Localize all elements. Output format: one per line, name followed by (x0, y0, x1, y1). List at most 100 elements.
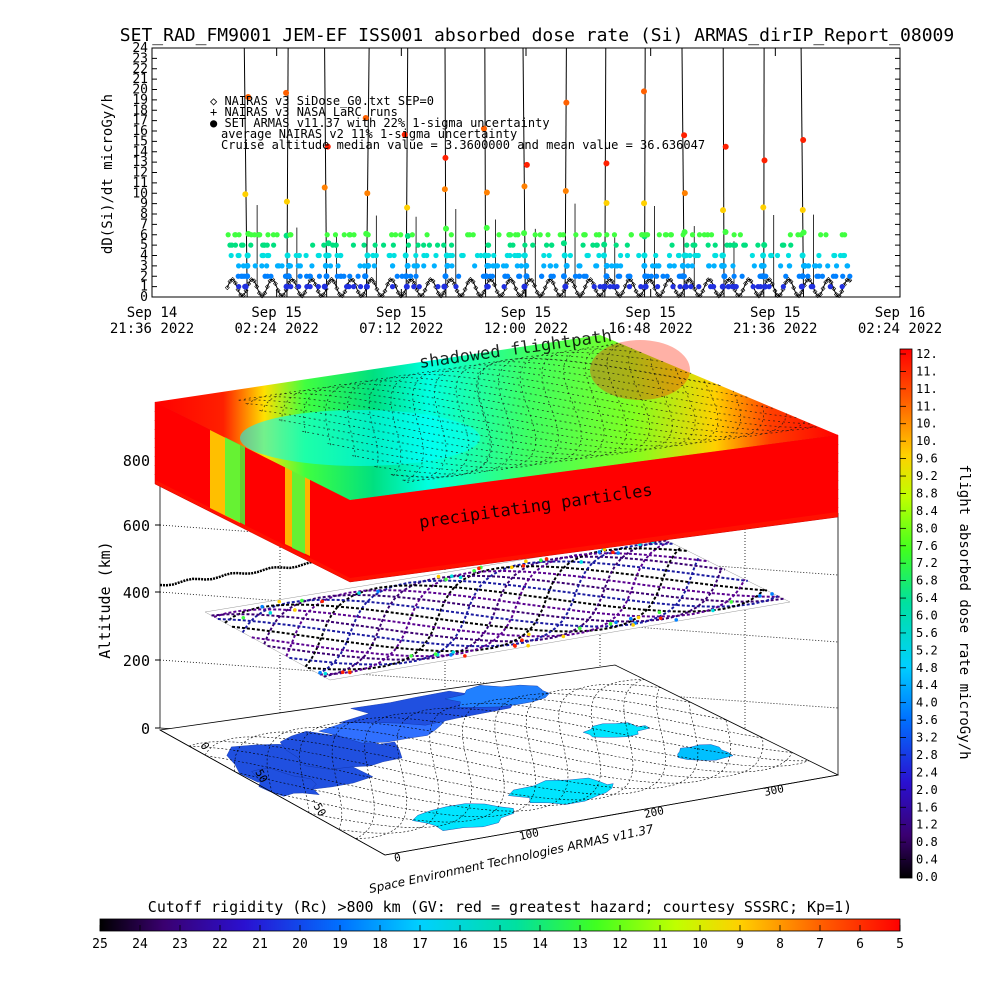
nairas-diamond-point (291, 278, 297, 284)
nairas-diamond-point (825, 276, 831, 282)
armas-data-point (761, 157, 768, 164)
three-d-plot: 0 200 400 600 800 Altitude (km) shadowed fli… (96, 326, 840, 896)
armas-data-point (357, 284, 364, 290)
armas-data-point (403, 273, 409, 279)
nairas-diamond-point (313, 282, 318, 287)
armas-data-point (816, 252, 822, 259)
armas-data-point (671, 263, 677, 269)
armas-data-point (844, 263, 851, 269)
armas-data-point (449, 263, 455, 269)
armas-data-point (666, 252, 673, 259)
armas-data-point (260, 242, 266, 248)
armas-data-point (514, 263, 520, 269)
precip-track-line (374, 354, 692, 475)
nairas-diamond-point (580, 290, 586, 296)
armas-data-point (496, 232, 502, 238)
bottom-colorbar-tick-label: 20 (292, 937, 308, 952)
x-tick-label-date: Sep 16 (875, 305, 926, 321)
armas-data-point (739, 273, 745, 279)
precip-layer-stack (154, 401, 839, 583)
x-tick-label-date: Sep 15 (501, 305, 552, 321)
armas-data-point (727, 242, 733, 248)
armas-data-point (483, 189, 490, 196)
y-tick-label: 4 (140, 249, 148, 264)
armas-data-point (321, 184, 328, 191)
armas-data-point (617, 273, 623, 279)
armas-data-point (732, 242, 738, 248)
nairas-diamond-point (844, 277, 850, 283)
armas-data-point (720, 207, 727, 214)
nairas-diamond-point (361, 291, 366, 297)
armas-data-point (416, 284, 422, 290)
bottom-colorbar-tick-label: 6 (856, 937, 864, 952)
armas-data-point (494, 263, 500, 269)
armas-data-point (624, 252, 631, 259)
nairas-diamond-point (657, 293, 663, 299)
y-tick-label: 19 (132, 93, 148, 108)
y-tick-label: 13 (132, 155, 148, 170)
armas-data-point (669, 242, 675, 248)
ground-track-line (355, 707, 810, 840)
nairas-diamond-point (494, 289, 500, 295)
armas-data-point (240, 242, 246, 248)
armas-spike-line (800, 47, 805, 298)
armas-data-point (330, 242, 336, 248)
nairas-diamond-point (663, 282, 668, 288)
bottom-colorbar-tick-label: 9 (736, 937, 744, 952)
nairas-diamond-point (526, 277, 532, 283)
orbit-track-line (263, 567, 723, 645)
right-colorbar-tick-label: 11. (916, 364, 938, 378)
nairas-diamond-point (777, 292, 783, 298)
nairas-diamond-point (625, 278, 631, 283)
orbit-data-point (657, 610, 662, 615)
armas-data-point (705, 232, 711, 238)
armas-data-point (242, 191, 249, 198)
orbit-data-point (597, 550, 602, 554)
armas-data-point (720, 252, 726, 259)
y-tick-label: 3 (140, 259, 148, 274)
armas-data-point (296, 284, 302, 290)
precip-layer: shadowed flightpath precipitating partic… (154, 326, 839, 583)
right-colorbar-tick-label: 6.4 (916, 591, 938, 605)
nairas-diamond-point (609, 278, 615, 284)
nairas-diamond-point (593, 288, 599, 293)
orbit-track-line (304, 584, 766, 668)
nairas-diamond-point (745, 277, 751, 282)
armas-data-point (242, 284, 248, 290)
armas-data-point (590, 242, 596, 248)
nairas-diamond-point (732, 287, 738, 293)
armas-data-point (641, 200, 648, 207)
y-tick-label: 11 (132, 176, 148, 191)
right-colorbar-tick-label: 5.2 (916, 643, 938, 657)
nairas-diamond-point (566, 277, 572, 283)
armas-data-point (642, 283, 649, 290)
map-land-region (677, 744, 734, 761)
nairas-diamond-point (264, 284, 270, 290)
right-colorbar-tick-label: 8.8 (916, 486, 938, 500)
armas-data-point (819, 273, 826, 279)
nairas-diamond-point (833, 292, 839, 297)
nairas-diamond-point (508, 276, 513, 282)
armas-data-point (503, 263, 509, 269)
nairas-diamond-point (614, 291, 620, 297)
armas-data-point (680, 232, 686, 238)
nairas-diamond-point (435, 290, 441, 296)
nairas-diamond-point (262, 290, 268, 296)
armas-data-point (787, 232, 793, 238)
armas-data-point (274, 232, 280, 238)
armas-data-point (324, 232, 330, 238)
armas-data-point (750, 284, 756, 290)
armas-data-point (443, 225, 450, 232)
orbit-data-point (300, 598, 304, 603)
longitude-tick-label: 300 (763, 782, 785, 799)
nairas-diamond-point (817, 291, 823, 297)
armas-data-point (445, 263, 451, 269)
armas-data-point (827, 284, 833, 290)
right-colorbar-tick-label: 4.4 (916, 678, 938, 692)
nairas-diamond-point (617, 293, 623, 299)
armas-data-point (830, 273, 837, 279)
armas-data-point (656, 232, 662, 238)
armas-spike-line (484, 47, 487, 298)
nairas-diamond-point (500, 291, 505, 297)
